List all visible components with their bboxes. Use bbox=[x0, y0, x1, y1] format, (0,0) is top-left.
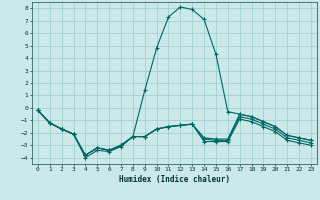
X-axis label: Humidex (Indice chaleur): Humidex (Indice chaleur) bbox=[119, 175, 230, 184]
